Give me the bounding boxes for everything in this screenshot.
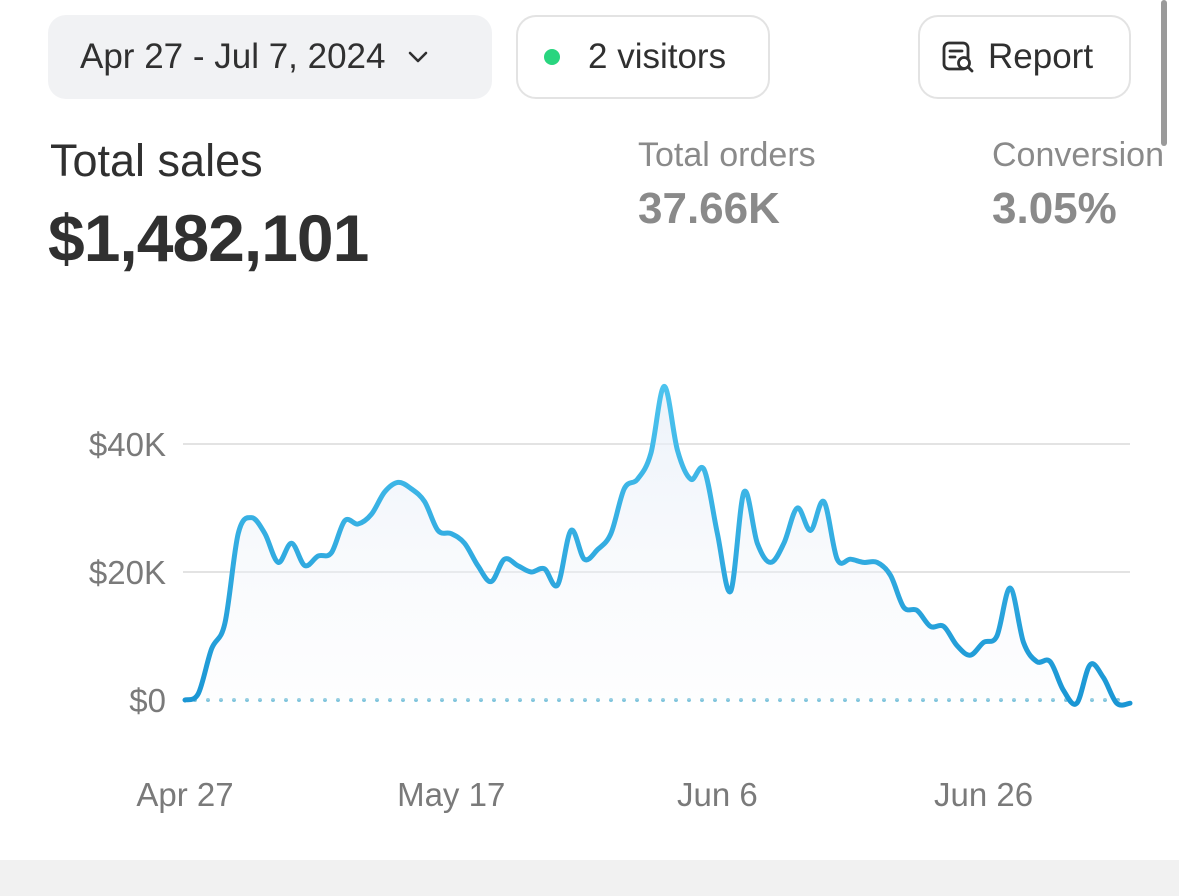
chevron-down-icon — [409, 51, 428, 63]
conversion-label: Conversion — [992, 136, 1164, 174]
visitors-label: 2 visitors — [588, 37, 727, 76]
x-tick-label: May 17 — [397, 776, 505, 813]
total-orders-label: Total orders — [638, 136, 816, 174]
y-tick-label: $0 — [129, 682, 166, 719]
sales-line — [182, 383, 1133, 708]
live-status-dot — [544, 49, 560, 65]
report-button[interactable]: Report — [918, 15, 1131, 99]
sales-area-fill — [185, 386, 1130, 706]
date-range-button[interactable]: Apr 27 - Jul 7, 2024 — [48, 15, 492, 99]
report-label: Report — [988, 37, 1094, 76]
x-tick-label: Apr 27 — [136, 776, 233, 813]
date-range-label: Apr 27 - Jul 7, 2024 — [80, 37, 386, 76]
total-sales-value: $1,482,101 — [48, 201, 369, 275]
x-tick-label: Jun 26 — [934, 776, 1033, 813]
total-orders-value: 37.66K — [638, 184, 780, 233]
y-tick-label: $40K — [89, 426, 166, 463]
bottom-bar — [0, 860, 1179, 896]
y-tick-label: $20K — [89, 554, 166, 591]
live-visitors-button[interactable]: 2 visitors — [516, 15, 770, 99]
x-tick-label: Jun 6 — [677, 776, 758, 813]
sales-chart: $0 $20K $40K Apr 27 May 17 Jun 6 Jun 26 — [89, 383, 1133, 813]
conversion-value: 3.05% — [992, 184, 1117, 233]
report-search-icon — [942, 41, 974, 73]
total-sales-label: Total sales — [50, 135, 263, 186]
scrollbar[interactable] — [1161, 0, 1167, 146]
